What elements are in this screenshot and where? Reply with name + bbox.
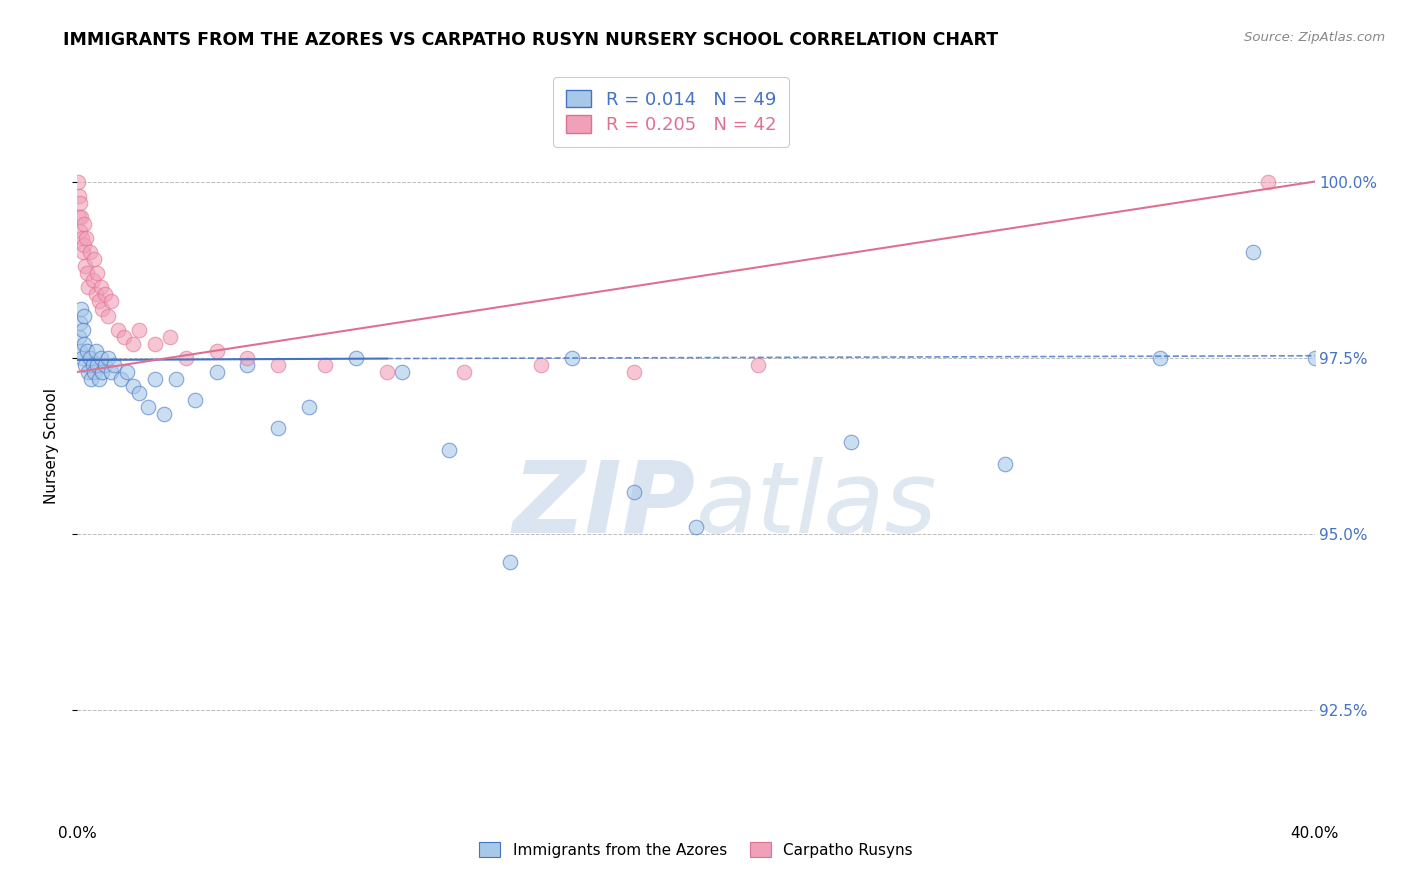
- Point: [128, 323, 150, 337]
- Point: [91, 365, 114, 379]
- Point: [138, 401, 160, 415]
- Point: [75, 231, 97, 245]
- Point: [184, 393, 207, 408]
- Point: [97, 309, 120, 323]
- Point: [103, 358, 125, 372]
- Point: [69, 316, 91, 330]
- Point: [747, 358, 769, 372]
- Point: [69, 343, 91, 358]
- Point: [67, 188, 90, 202]
- Point: [685, 520, 707, 534]
- Y-axis label: Nursery School: Nursery School: [44, 388, 59, 504]
- Point: [72, 245, 94, 260]
- Point: [72, 217, 94, 231]
- Point: [107, 323, 129, 337]
- Point: [86, 266, 108, 280]
- Point: [153, 407, 176, 421]
- Point: [87, 372, 110, 386]
- Point: [70, 301, 93, 316]
- Point: [70, 210, 93, 224]
- Point: [73, 336, 96, 351]
- Point: [112, 329, 135, 343]
- Point: [70, 351, 93, 365]
- Point: [205, 365, 228, 379]
- Point: [298, 401, 321, 415]
- Point: [79, 245, 101, 260]
- Point: [82, 358, 104, 372]
- Point: [69, 210, 91, 224]
- Point: [72, 309, 94, 323]
- Point: [115, 365, 138, 379]
- Point: [82, 273, 104, 287]
- Point: [344, 351, 367, 365]
- Point: [86, 358, 108, 372]
- Point: [83, 252, 105, 267]
- Point: [623, 484, 645, 499]
- Point: [72, 323, 94, 337]
- Point: [80, 372, 103, 386]
- Point: [77, 280, 100, 294]
- Point: [128, 386, 150, 401]
- Point: [561, 351, 583, 365]
- Point: [267, 421, 290, 435]
- Point: [391, 365, 413, 379]
- Point: [100, 365, 122, 379]
- Point: [499, 555, 522, 569]
- Text: IMMIGRANTS FROM THE AZORES VS CARPATHO RUSYN NURSERY SCHOOL CORRELATION CHART: IMMIGRANTS FROM THE AZORES VS CARPATHO R…: [63, 31, 998, 49]
- Point: [314, 358, 336, 372]
- Point: [94, 358, 117, 372]
- Point: [67, 329, 90, 343]
- Point: [530, 358, 553, 372]
- Point: [91, 301, 114, 316]
- Point: [97, 351, 120, 365]
- Point: [70, 231, 93, 245]
- Point: [76, 343, 98, 358]
- Point: [73, 238, 96, 252]
- Point: [267, 358, 290, 372]
- Point: [437, 442, 460, 457]
- Point: [205, 343, 228, 358]
- Point: [100, 294, 122, 309]
- Point: [75, 358, 96, 372]
- Point: [375, 365, 398, 379]
- Point: [122, 379, 145, 393]
- Point: [994, 457, 1017, 471]
- Point: [839, 435, 862, 450]
- Point: [453, 365, 475, 379]
- Point: [165, 372, 187, 386]
- Point: [83, 365, 105, 379]
- Point: [143, 336, 166, 351]
- Text: Source: ZipAtlas.com: Source: ZipAtlas.com: [1244, 31, 1385, 45]
- Point: [87, 294, 110, 309]
- Point: [236, 358, 259, 372]
- Point: [76, 266, 98, 280]
- Point: [69, 224, 91, 238]
- Point: [69, 195, 91, 210]
- Point: [1303, 351, 1326, 365]
- Point: [236, 351, 259, 365]
- Point: [623, 365, 645, 379]
- Point: [84, 343, 107, 358]
- Point: [90, 280, 111, 294]
- Point: [110, 372, 132, 386]
- Point: [90, 351, 111, 365]
- Legend: Immigrants from the Azores, Carpatho Rusyns: Immigrants from the Azores, Carpatho Rus…: [472, 837, 920, 864]
- Point: [77, 365, 100, 379]
- Point: [67, 175, 90, 189]
- Point: [1241, 245, 1264, 260]
- Point: [159, 329, 181, 343]
- Text: atlas: atlas: [696, 457, 938, 554]
- Point: [75, 259, 96, 273]
- Point: [94, 287, 117, 301]
- Point: [84, 287, 107, 301]
- Point: [174, 351, 197, 365]
- Point: [1149, 351, 1171, 365]
- Text: ZIP: ZIP: [513, 457, 696, 554]
- Point: [1257, 175, 1279, 189]
- Point: [79, 351, 101, 365]
- Point: [122, 336, 145, 351]
- Point: [143, 372, 166, 386]
